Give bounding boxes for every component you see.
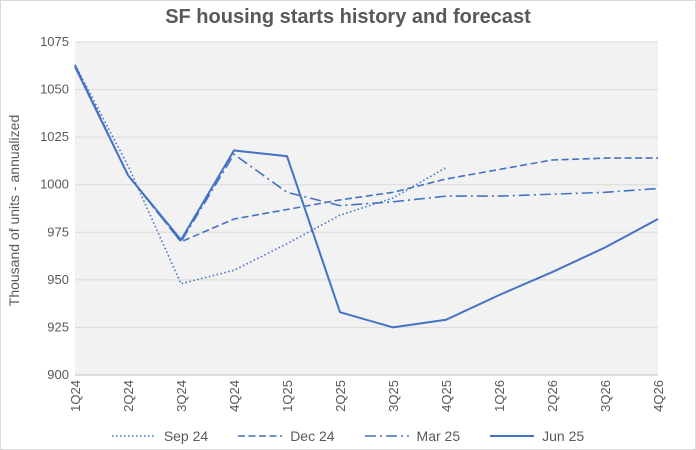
legend-swatch <box>111 435 156 437</box>
legend-item-sep-24: Sep 24 <box>111 428 209 444</box>
x-tick-label: 1Q24 <box>68 380 83 412</box>
legend-label: Jun 25 <box>542 428 585 444</box>
legend-label: Sep 24 <box>163 428 209 444</box>
x-tick-label: 4Q26 <box>651 380 666 412</box>
plot-area <box>75 42 658 375</box>
x-tick-label: 1Q26 <box>492 380 507 412</box>
y-tick-label: 1000 <box>40 177 69 192</box>
x-tick-label: 2Q24 <box>121 380 136 412</box>
x-tick-label: 4Q24 <box>227 380 242 412</box>
series-line-mar-25 <box>74 64 659 244</box>
legend-item-jun-25: Jun 25 <box>490 428 584 444</box>
legend-swatch <box>364 435 409 437</box>
x-tick-label: 3Q26 <box>598 380 613 412</box>
x-axis-ticks: 1Q24 2Q24 3Q24 4Q24 1Q25 2Q25 3Q25 4Q25 1Q26 2Q26… <box>68 380 666 412</box>
legend-label: Mar 25 <box>416 428 461 444</box>
legend-item-dec-24: Dec 24 <box>238 428 335 444</box>
x-tick-label: 4Q25 <box>439 380 454 412</box>
x-tick-label: 1Q25 <box>280 380 295 412</box>
legend-swatch <box>238 435 283 437</box>
legend-item-mar-25: Mar 25 <box>364 428 461 444</box>
y-axis-label: Thousand of units - annualized <box>6 115 22 306</box>
y-tick-label: 950 <box>47 272 69 287</box>
y-tick-label: 900 <box>47 367 69 382</box>
y-tick-label: 925 <box>47 319 69 334</box>
y-tick-label: 1075 <box>40 34 69 49</box>
y-tick-label: 975 <box>47 224 69 239</box>
chart-title: SF housing starts history and forecast <box>165 6 531 28</box>
legend: Sep 24 Dec 24 Mar 25 Jun 25 <box>0 428 696 444</box>
y-tick-label: 1050 <box>40 82 69 97</box>
x-tick-label: 3Q25 <box>386 380 401 412</box>
series-line-jun-25 <box>74 66 659 329</box>
y-axis-ticks: 900 925 950 975 1000 1025 1050 1075 <box>40 34 69 382</box>
legend-label: Dec 24 <box>290 428 335 444</box>
y-tick-label: 1025 <box>40 129 69 144</box>
series-lines <box>74 64 659 329</box>
x-tick-label: 2Q26 <box>545 380 560 412</box>
x-tick-label: 3Q24 <box>174 380 189 412</box>
x-tick-label: 2Q25 <box>333 380 348 412</box>
gridlines <box>75 41 658 376</box>
legend-swatch <box>490 435 535 437</box>
